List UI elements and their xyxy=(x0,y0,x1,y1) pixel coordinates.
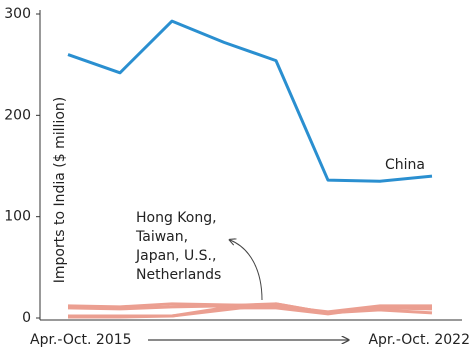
annotation-arrow xyxy=(230,240,263,301)
y-tick-label: 300 xyxy=(4,6,31,22)
annotation-text: Taiwan, xyxy=(135,229,188,245)
annotation-text: Hong Kong, xyxy=(136,210,217,226)
x-tick-label: Apr.-Oct. 2015 xyxy=(30,332,132,348)
y-axis-label: Imports to India ($ million) xyxy=(52,97,68,283)
x-tick-label: Apr.-Oct. 2022 xyxy=(368,332,470,348)
annotation-text: Netherlands xyxy=(136,267,221,283)
annotation-text: Japan, U.S., xyxy=(135,248,216,264)
line-other xyxy=(68,302,433,318)
y-tick-label: 100 xyxy=(4,209,31,225)
line-other xyxy=(67,302,432,314)
line-china xyxy=(67,19,433,183)
y-tick-label: 0 xyxy=(22,310,31,326)
y-tick-label: 200 xyxy=(4,107,31,123)
series-label: China xyxy=(385,157,425,173)
